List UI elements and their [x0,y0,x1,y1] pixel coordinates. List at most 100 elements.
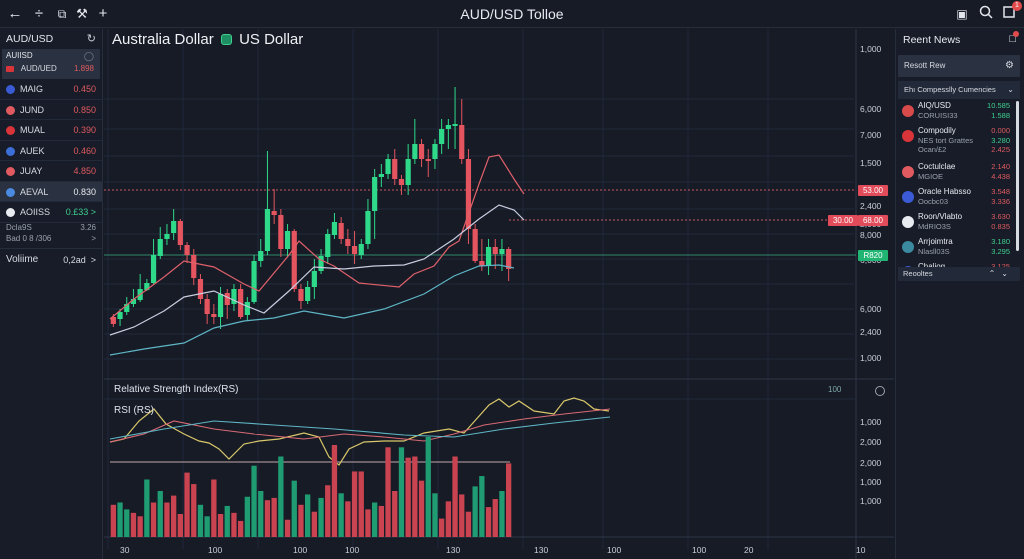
rsi-value: 100 [828,385,842,394]
watchlist-item[interactable]: AEVAL 0.830 [0,181,102,202]
flag-icon [6,65,14,72]
search-icon[interactable] [977,5,995,23]
price-chart-canvas[interactable] [104,29,894,559]
y-axis-tick: 7,000 [860,130,882,140]
base-currency: Australia Dollar [112,31,214,48]
settings-icon[interactable]: ◯ [83,51,94,61]
volume-row[interactable]: Voliime 0,2ad > [0,247,102,270]
watchlist-item[interactable]: AOIISS 0.£33 > [0,202,102,223]
watchlist-item[interactable]: MAIG 0.450 [0,79,102,100]
rsi-panel-title: Relative Strength Index(RS) [114,384,239,395]
y-axis-tick: 2,400 [860,327,882,337]
x-axis-tick: 100 [345,545,360,555]
news-item-value: 3.630 [991,212,1010,221]
price-tag: 68.00 [858,215,888,226]
y-axis-tick: 2,400 [860,201,882,211]
x-axis-tick: 10 [856,545,866,555]
watchlist-sidebar: AUD/USD ↻ AUIISD ◯ AUD/UED 1.898 MAIG 0.45… [0,29,103,559]
x-axis-tick: 30 [120,545,130,555]
watchlist-item[interactable]: JUND 0.850 [0,100,102,120]
news-item-subtitle: NES tort Grattes [918,136,974,145]
watchlist-item-label: AUEK [20,145,45,156]
sidebar-detail-row[interactable]: Bad 0 8 /306 > [0,234,102,245]
news-item-subtitle: Nlasll03S [918,247,950,256]
selected-symbol[interactable]: AUIISD ◯ AUD/UED 1.898 [2,49,100,79]
flag-icon [6,167,15,177]
selected-symbol-value: 1.898 [73,64,94,73]
selected-symbol-label: AUD/UED [20,64,57,73]
news-source-icon [902,241,914,253]
chevron-up-icon[interactable]: ⌃ [988,269,1002,278]
x-axis-tick: 20 [744,545,754,555]
news-item-title: Compodily [918,126,956,135]
news-item-title: AIQ/USD [918,101,951,110]
quote-currency: US Dollar [239,31,304,48]
y-axis-tick: 8,000 [860,230,882,240]
news-item-title: Arrjoimtra [918,237,953,246]
notifications-icon[interactable]: 1 [1000,1,1022,23]
y-axis-tick: 1,000 [860,44,882,54]
watchlist-item[interactable]: MUAL 0.390 [0,120,102,141]
detail-expand-icon[interactable]: > [91,233,96,243]
watchlist-item[interactable]: JUAY 4.850 [0,161,102,182]
chevron-down-icon[interactable]: ⌄ [1001,269,1014,278]
x-axis-tick: 100 [293,545,308,555]
watchlist-item-value: 0.£33 > [65,207,96,217]
news-item-subtitle: Oocbc03 [918,197,949,206]
pair-separator-icon [220,34,232,45]
news-item-subtitle: MGIOE [918,172,944,181]
flag-icon [6,126,15,136]
news-item[interactable]: Arrjoimtra Nlasll03S 3.180 3.295 [898,235,1020,260]
gear-icon[interactable]: ⚙ [1005,60,1014,71]
divide-icon[interactable]: ÷ [34,5,44,22]
x-axis-tick: 130 [446,545,461,555]
screenshot-icon[interactable]: ▣ [956,7,968,21]
news-header: Reent News □ [896,29,1024,51]
news-item-subtitle: CORUISI33 [918,111,958,120]
rsi-y-axis-tick: 2,000 [860,458,882,468]
chart-area[interactable]: Australia Dollar US Dollar 1,000 6,000 7,0… [104,29,894,559]
news-source-icon [902,105,914,117]
y-axis-tick: 6,000 [860,104,882,114]
news-item[interactable]: AIQ/USD CORUISI33 10.585 1.588 [898,99,1020,124]
back-arrow-icon[interactable]: ← [7,5,23,22]
news-item[interactable]: Roon/Vlabto MdRIO3S 3.630 0.835 [898,210,1020,235]
news-refresh-button[interactable]: Resott Rew ⚙ [898,55,1020,77]
news-source-icon [902,166,914,178]
news-item-subtitle: MdRIO3S [918,222,951,231]
y-axis-tick: 1,500 [860,158,882,168]
news-item-change: 4.438 [991,172,1010,181]
news-item-title: Oracle Habsso [918,187,971,196]
news-item[interactable]: Oracle Habsso Oocbc03 3.548 3.336 [898,185,1020,210]
watchlist-item-value: 0.830 [73,186,96,197]
plus-icon[interactable]: + [98,5,108,22]
current-price-tag: R820 [858,250,888,261]
flag-icon [6,85,15,95]
news-item[interactable]: Compodily NES tort Grattes Ocan/£2 0.000 3.2… [898,124,1020,160]
bookmark-icon[interactable]: □ [1009,31,1019,45]
x-axis-tick: 100 [607,545,622,555]
refresh-icon[interactable]: ↻ [86,33,96,45]
chevron-down-icon: ⌄ [1007,85,1014,94]
volume-value: 0,2ad > [63,254,96,265]
watchlist-item[interactable]: AUEK 0.460 [0,141,102,161]
news-scrollbar[interactable] [1016,101,1019,251]
indicator-settings-icon[interactable] [875,386,885,396]
news-item-value: 3.125 [991,262,1010,267]
news-item-change: 3.295 [991,247,1010,256]
wrench-icon[interactable]: ⚒ [76,6,88,21]
news-item[interactable]: Coctulclae MGIOE 2.140 4.438 [898,160,1020,185]
compare-icon[interactable]: ⧉ [57,7,67,21]
news-filter-dropdown[interactable]: Ehı Compesslly Cumencies ⌄ [898,81,1020,99]
window-title: AUD/USD Tolloe [460,6,564,22]
news-item[interactable]: ChaliogOloso3.1253.893 [898,260,1020,267]
selected-symbol-sub: AUIISD [6,51,33,60]
watchlist-item-label: JUND [20,104,44,115]
news-item-change: 3.336 [991,197,1010,206]
price-tag: 53.00 [858,185,888,196]
x-axis-tick: 100 [208,545,223,555]
news-item-title: Coctulclae [918,162,956,171]
detail-label: Dcla9S [6,222,32,232]
watchlist-item-label: MUAL [20,125,46,135]
rsi-label: RSI (RS) [114,405,154,416]
